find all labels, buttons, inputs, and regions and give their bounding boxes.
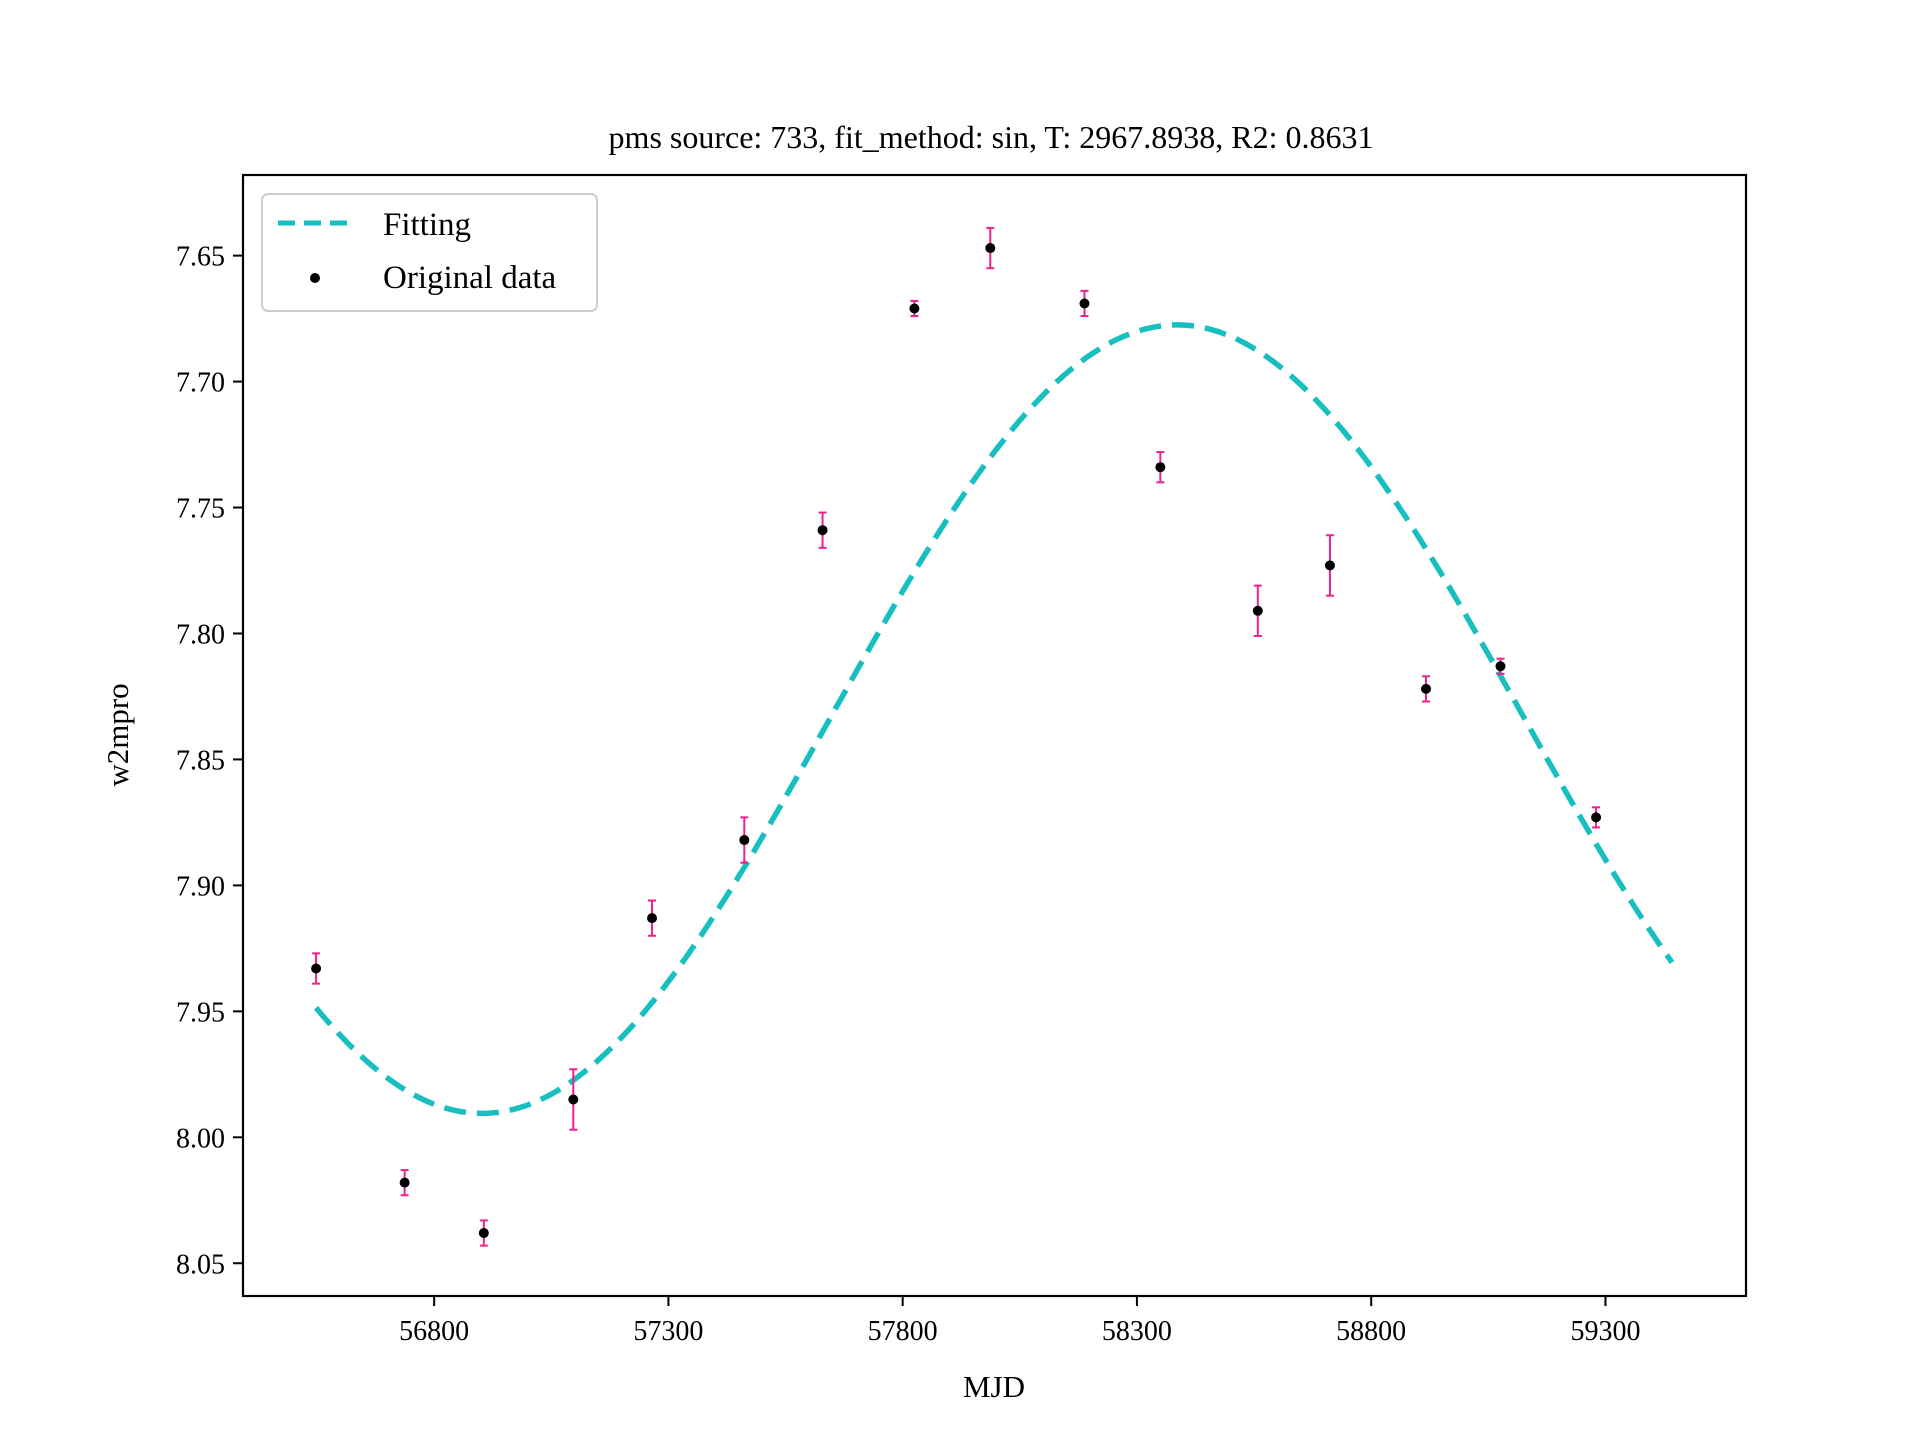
legend-data-marker [310, 273, 320, 283]
legend: Fitting Original data [261, 193, 598, 312]
data-point [647, 913, 658, 924]
data-point [478, 1228, 489, 1239]
y-tick-label: 7.70 [176, 368, 225, 399]
data-point [311, 963, 322, 974]
plot-area [311, 226, 1675, 1247]
data-point [1421, 683, 1432, 694]
data-point [1155, 462, 1166, 473]
data-point [985, 243, 996, 254]
fitting-curve [313, 322, 1675, 1117]
y-tick-label: 7.90 [176, 871, 225, 902]
data-point [1324, 560, 1335, 571]
data-point [739, 835, 750, 846]
data-point [568, 1094, 579, 1105]
data-point [1079, 298, 1090, 309]
x-tick-label: 57300 [633, 1316, 703, 1347]
y-tick-label: 8.00 [176, 1123, 225, 1154]
y-tick-label: 7.95 [176, 997, 225, 1028]
x-tick-label: 56800 [399, 1316, 469, 1347]
x-tick-label: 57800 [868, 1316, 938, 1347]
data-point [1495, 661, 1506, 672]
y-tick-label: 7.75 [176, 494, 225, 525]
plot-frame [241, 173, 1748, 1298]
x-tick-label: 58800 [1336, 1316, 1406, 1347]
y-tick-label: 7.85 [176, 745, 225, 776]
legend-data-label: Original data [383, 260, 557, 296]
chart-title: pms source: 733, fit_method: sin, T: 296… [609, 119, 1374, 155]
x-tick-label: 59300 [1570, 1316, 1640, 1347]
data-point [1252, 605, 1263, 616]
y-tick-label: 7.65 [176, 242, 225, 273]
x-axis-label: MJD [963, 1369, 1025, 1404]
data-point [399, 1177, 410, 1188]
y-tick-label: 8.05 [176, 1249, 225, 1280]
axes: 56800 57300 57800 58300 58800 59300 7.65 7.70 7.… [176, 242, 1640, 1347]
legend-fitting-label: Fitting [383, 207, 471, 243]
data-point [1591, 812, 1602, 823]
y-tick-label: 7.80 [176, 619, 225, 650]
data-point [909, 303, 920, 314]
x-tick-label: 58300 [1102, 1316, 1172, 1347]
data-point [817, 525, 828, 536]
y-axis-label: w2mpro [100, 683, 135, 786]
